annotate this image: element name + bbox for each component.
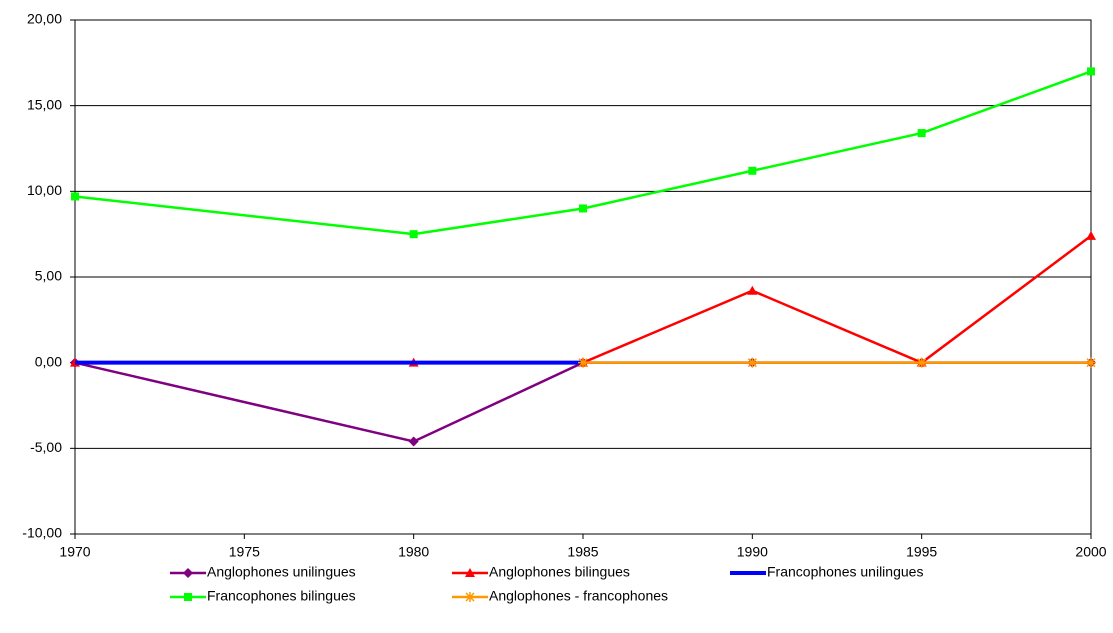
y-tick-label: 10,00 [27, 182, 62, 198]
marker [184, 593, 192, 601]
marker [747, 357, 758, 368]
y-tick-label: 0,00 [35, 353, 62, 369]
marker [183, 568, 193, 578]
x-tick-label: 1975 [229, 544, 260, 560]
legend-label: Francophones unilingues [767, 564, 923, 580]
legend-item: Anglophones unilingues [170, 564, 356, 580]
y-tick-label: -5,00 [30, 439, 62, 455]
y-tick-label: 5,00 [35, 268, 62, 284]
marker [916, 357, 927, 368]
legend-item: Francophones bilingues [170, 588, 356, 604]
legend-item: Anglophones - francophones [452, 588, 668, 604]
marker [579, 204, 587, 213]
marker [578, 357, 588, 368]
marker [465, 568, 475, 577]
plot-border [74, 19, 1092, 535]
marker [747, 285, 758, 295]
marker [917, 129, 926, 138]
legend-label: Francophones bilingues [207, 588, 356, 604]
legend-item: Francophones unilingues [730, 564, 923, 580]
x-tick-label: 1970 [59, 544, 90, 560]
series-line [74, 70, 1092, 236]
marker [1087, 67, 1095, 76]
x-tick-label: 1995 [906, 544, 937, 560]
legend-label: Anglophones - francophones [489, 588, 668, 604]
marker [408, 436, 419, 447]
y-tick-label: -10,00 [22, 525, 62, 541]
legend-label: Anglophones bilingues [489, 564, 630, 580]
x-tick-label: 1990 [737, 544, 768, 560]
y-tick-label: 15,00 [27, 96, 62, 112]
marker [1086, 357, 1096, 368]
marker [748, 166, 757, 175]
legend-item: Anglophones bilingues [452, 564, 630, 580]
y-tick-label: 20,00 [27, 11, 62, 27]
marker [465, 592, 475, 602]
x-tick-label: 1985 [567, 544, 598, 560]
x-tick-label: 1980 [398, 544, 429, 560]
marker [1086, 230, 1096, 240]
series-line [75, 234, 1092, 365]
series-line [74, 361, 1091, 443]
marker [71, 192, 79, 201]
legend-label: Anglophones unilingues [207, 564, 356, 580]
x-tick-label: 2000 [1075, 544, 1106, 560]
marker [409, 230, 418, 239]
